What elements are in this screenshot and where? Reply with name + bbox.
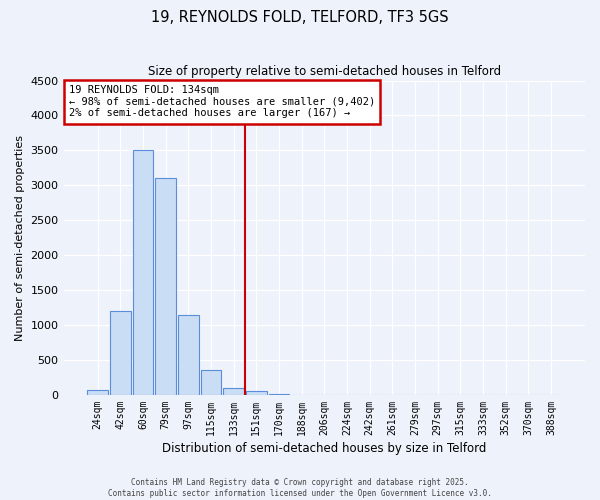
Text: 19, REYNOLDS FOLD, TELFORD, TF3 5GS: 19, REYNOLDS FOLD, TELFORD, TF3 5GS: [151, 10, 449, 25]
Title: Size of property relative to semi-detached houses in Telford: Size of property relative to semi-detach…: [148, 65, 501, 78]
Bar: [133, 150, 154, 395]
Bar: [269, 394, 289, 395]
Text: 19 REYNOLDS FOLD: 134sqm
← 98% of semi-detached houses are smaller (9,402)
2% of: 19 REYNOLDS FOLD: 134sqm ← 98% of semi-d…: [69, 86, 375, 118]
Bar: [223, 388, 244, 395]
Bar: [110, 311, 131, 395]
Text: Contains HM Land Registry data © Crown copyright and database right 2025.
Contai: Contains HM Land Registry data © Crown c…: [108, 478, 492, 498]
Y-axis label: Number of semi-detached properties: Number of semi-detached properties: [15, 134, 25, 341]
Bar: [200, 370, 221, 395]
Bar: [178, 314, 199, 395]
Bar: [246, 391, 267, 395]
Bar: [155, 178, 176, 395]
X-axis label: Distribution of semi-detached houses by size in Telford: Distribution of semi-detached houses by …: [162, 442, 487, 455]
Bar: [87, 390, 108, 395]
